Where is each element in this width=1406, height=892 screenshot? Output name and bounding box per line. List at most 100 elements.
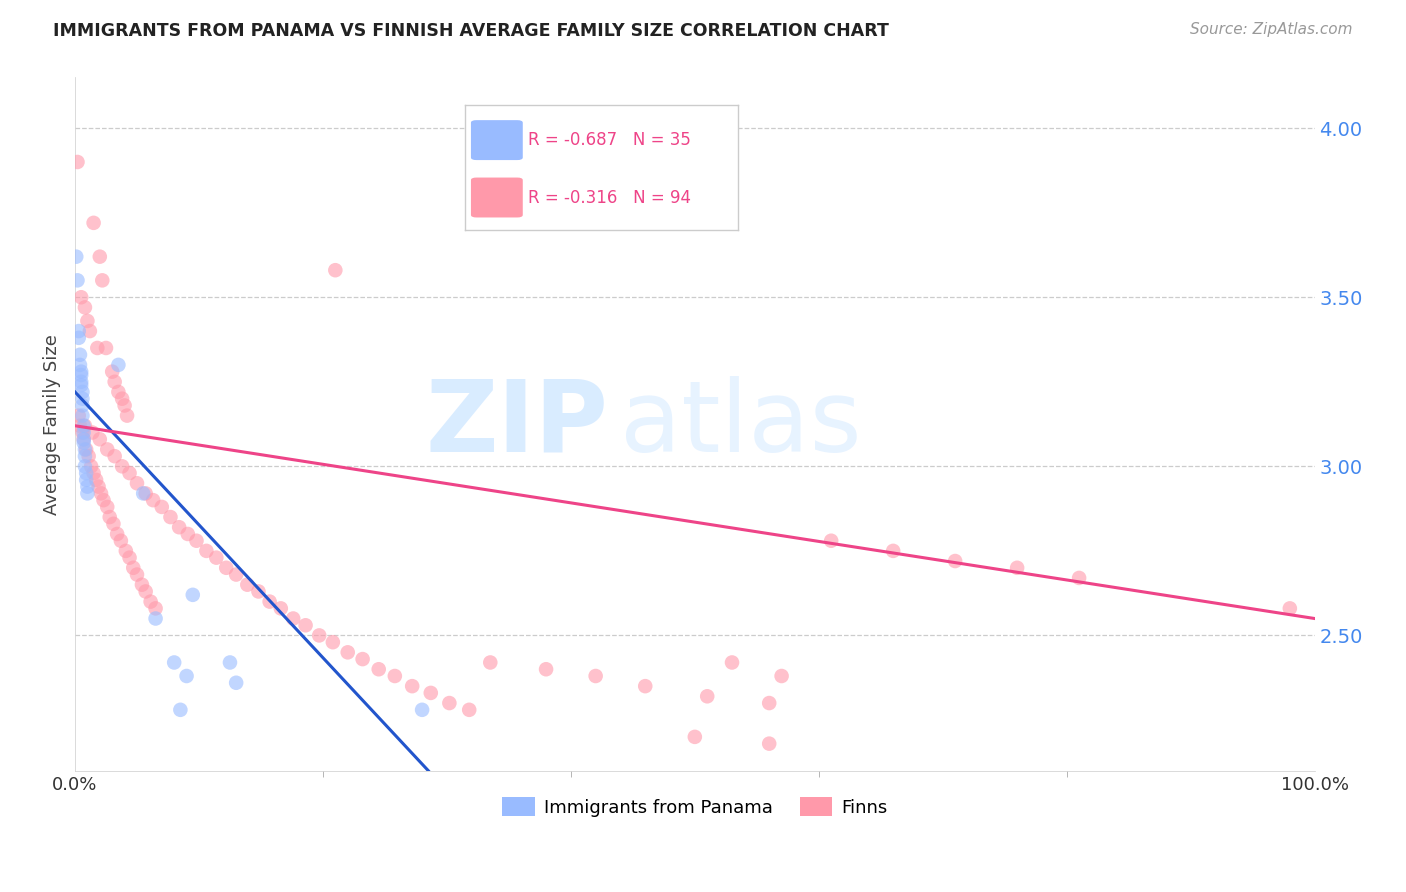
Point — [820, 533, 842, 548]
Point — [118, 550, 141, 565]
Legend: Immigrants from Panama, Finns: Immigrants from Panama, Finns — [495, 790, 894, 824]
Point — [105, 527, 128, 541]
Point — [145, 601, 167, 615]
Point — [73, 432, 96, 446]
Point — [80, 459, 103, 474]
Point — [104, 375, 127, 389]
Point — [114, 399, 136, 413]
Point — [145, 611, 167, 625]
Point — [150, 500, 173, 514]
Point — [104, 449, 127, 463]
Point — [943, 554, 966, 568]
Point — [696, 690, 718, 704]
Point — [69, 348, 91, 362]
Point — [73, 442, 96, 457]
Point — [132, 486, 155, 500]
Text: Source: ZipAtlas.com: Source: ZipAtlas.com — [1189, 22, 1353, 37]
Point — [114, 544, 136, 558]
Point — [115, 409, 138, 423]
Point — [73, 459, 96, 474]
Point — [67, 409, 90, 423]
Point — [66, 155, 89, 169]
Point — [308, 628, 330, 642]
Point — [96, 442, 118, 457]
Point — [110, 533, 132, 548]
Point — [458, 703, 481, 717]
Point — [683, 730, 706, 744]
Point — [89, 432, 111, 446]
Point — [283, 611, 305, 625]
Point — [72, 425, 94, 440]
Point — [215, 561, 238, 575]
Point — [72, 384, 94, 399]
Point — [70, 368, 93, 382]
Point — [169, 703, 191, 717]
Point — [103, 516, 125, 531]
Y-axis label: Average Family Size: Average Family Size — [44, 334, 60, 515]
Point — [205, 550, 228, 565]
Point — [107, 358, 129, 372]
Point — [75, 473, 97, 487]
Text: atlas: atlas — [620, 376, 862, 473]
Point — [125, 476, 148, 491]
Point — [1069, 571, 1091, 585]
Point — [75, 466, 97, 480]
Point — [76, 314, 98, 328]
Point — [758, 737, 780, 751]
Point — [67, 324, 90, 338]
Point — [96, 500, 118, 514]
Point — [82, 425, 104, 440]
Point — [84, 473, 107, 487]
Point — [66, 273, 89, 287]
Point — [69, 358, 91, 372]
Point — [73, 425, 96, 440]
Point — [336, 645, 359, 659]
Point — [259, 594, 281, 608]
Point — [634, 679, 657, 693]
Point — [225, 567, 247, 582]
Point — [384, 669, 406, 683]
Point — [65, 250, 87, 264]
Point — [721, 656, 744, 670]
Point — [367, 662, 389, 676]
Point — [322, 635, 344, 649]
Point — [86, 341, 108, 355]
Point — [125, 567, 148, 582]
Point — [236, 577, 259, 591]
Point — [72, 392, 94, 406]
Point — [135, 486, 157, 500]
Point — [585, 669, 607, 683]
Point — [77, 449, 100, 463]
Point — [181, 588, 204, 602]
Point — [79, 324, 101, 338]
Point — [479, 656, 502, 670]
Point — [195, 544, 218, 558]
Point — [73, 449, 96, 463]
Point — [75, 442, 97, 457]
Point — [219, 656, 242, 670]
Point — [1278, 601, 1301, 615]
Point — [177, 527, 200, 541]
Point — [401, 679, 423, 693]
Point — [69, 418, 91, 433]
Point — [111, 392, 134, 406]
Point — [87, 480, 110, 494]
Point — [159, 510, 181, 524]
Point — [419, 686, 441, 700]
Point — [131, 577, 153, 591]
Point — [70, 290, 93, 304]
Point — [70, 365, 93, 379]
Point — [93, 493, 115, 508]
Point — [225, 675, 247, 690]
Point — [294, 618, 316, 632]
Point — [167, 520, 190, 534]
Point — [73, 301, 96, 315]
Point — [73, 418, 96, 433]
Text: IMMIGRANTS FROM PANAMA VS FINNISH AVERAGE FAMILY SIZE CORRELATION CHART: IMMIGRANTS FROM PANAMA VS FINNISH AVERAG… — [53, 22, 890, 40]
Point — [72, 409, 94, 423]
Point — [163, 656, 186, 670]
Point — [247, 584, 270, 599]
Point — [411, 703, 433, 717]
Point — [352, 652, 374, 666]
Point — [76, 486, 98, 500]
